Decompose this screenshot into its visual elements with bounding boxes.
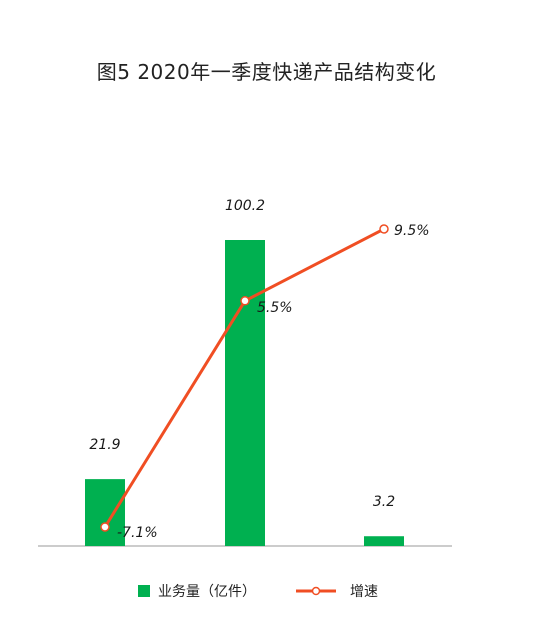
bar-label-1: 21.9 [89, 437, 120, 453]
bar-label-2: 100.2 [225, 198, 265, 214]
bar-series: 21.9 100.2 3.2 [85, 198, 404, 546]
line-label-2: 5.5% [257, 300, 293, 316]
line-series: -7.1% 5.5% 9.5% [100, 223, 430, 541]
line-point-1 [100, 522, 110, 532]
bar-2 [225, 240, 265, 546]
line-point-2 [240, 296, 250, 306]
legend-line-marker [311, 586, 321, 596]
line-label-3: 9.5% [394, 223, 430, 239]
legend-bar-label: 业务量（亿件） [158, 584, 256, 600]
legend-line-label: 增速 [350, 584, 378, 600]
bar-1 [85, 479, 125, 546]
legend-bar-swatch [138, 585, 150, 597]
line-label-1: -7.1% [117, 525, 158, 541]
line-point-3 [379, 224, 389, 234]
bar-label-3: 3.2 [373, 494, 395, 510]
legend: 业务量（亿件） 增速 [138, 584, 378, 600]
chart-title: 图5 2020年一季度快递产品结构变化 [96, 60, 437, 84]
bar-3 [364, 536, 404, 546]
